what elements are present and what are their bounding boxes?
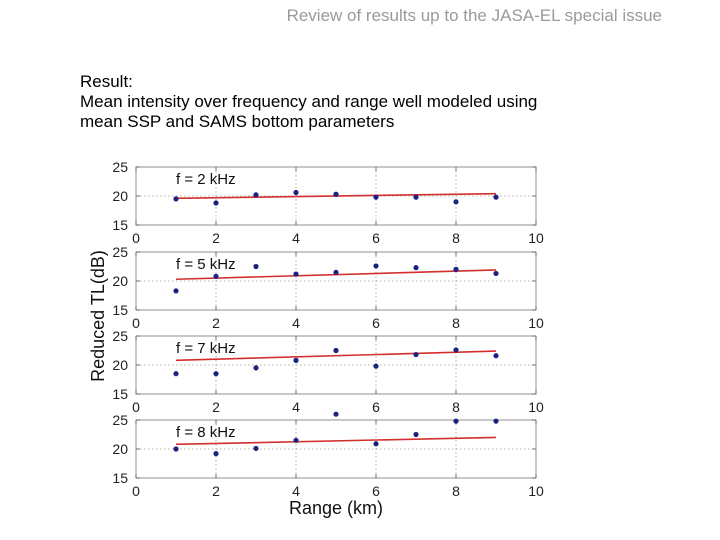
result-line-1: Mean intensity over frequency and range … bbox=[80, 92, 538, 111]
data-point bbox=[493, 194, 499, 200]
x-tick-label: 4 bbox=[292, 230, 300, 246]
x-tick-label: 4 bbox=[292, 399, 300, 415]
data-point bbox=[413, 194, 419, 200]
result-text: Result: Mean intensity over frequency an… bbox=[80, 72, 537, 132]
data-point bbox=[413, 265, 419, 271]
panel-1: 15 20 25 0 2 4 6 8 10 f = 2 kHz bbox=[112, 159, 544, 246]
data-point bbox=[373, 363, 379, 369]
y-axis-label: Reduced TL(dB) bbox=[88, 250, 108, 382]
fit-line bbox=[175, 436, 497, 446]
panel-2: 15 20 25 0 2 4 6 8 10 f = 5 kHz bbox=[112, 244, 544, 331]
x-tick-label: 2 bbox=[212, 315, 220, 331]
x-tick-label: 0 bbox=[132, 399, 140, 415]
x-tick-label: 4 bbox=[292, 483, 300, 499]
x-tick-label: 10 bbox=[528, 315, 544, 331]
data-point bbox=[173, 196, 179, 202]
y-tick-label: 25 bbox=[112, 328, 128, 344]
panel-label: f = 8 kHz bbox=[176, 424, 236, 441]
fit-line bbox=[175, 350, 497, 362]
panel-3: 15 20 25 0 2 4 6 8 10 f = 7 kHz bbox=[112, 328, 544, 415]
x-tick-label: 6 bbox=[372, 315, 380, 331]
data-point bbox=[373, 194, 379, 200]
result-line-2: mean SSP and SAMS bottom parameters bbox=[80, 112, 395, 131]
data-point bbox=[213, 200, 219, 206]
y-tick-label: 20 bbox=[112, 188, 128, 204]
x-tick-label: 2 bbox=[212, 483, 220, 499]
x-tick-label: 6 bbox=[372, 399, 380, 415]
x-tick-label: 10 bbox=[528, 483, 544, 499]
data-point bbox=[213, 451, 219, 457]
y-tick-label: 15 bbox=[112, 470, 128, 486]
data-point bbox=[333, 347, 339, 354]
data-point bbox=[333, 191, 339, 197]
data-point bbox=[253, 365, 259, 371]
x-tick-label: 10 bbox=[528, 399, 544, 415]
data-point bbox=[413, 351, 419, 358]
x-tick-label: 2 bbox=[212, 399, 220, 415]
data-point bbox=[373, 441, 379, 447]
x-tick-label: 2 bbox=[212, 230, 220, 246]
x-tick-label: 0 bbox=[132, 483, 140, 499]
y-tick-label: 25 bbox=[112, 244, 128, 260]
panel-label: f = 5 kHz bbox=[176, 256, 236, 273]
data-point bbox=[453, 266, 459, 272]
panel-4: 15 20 25 0 2 4 6 8 10 f = 8 kHz bbox=[112, 411, 544, 499]
y-tick-label: 15 bbox=[112, 217, 128, 233]
x-tick-label: 8 bbox=[452, 399, 460, 415]
data-point bbox=[333, 411, 339, 417]
data-point bbox=[493, 270, 499, 277]
data-point bbox=[453, 418, 459, 424]
y-tick-label: 20 bbox=[112, 273, 128, 289]
x-axis-label: Range (km) bbox=[289, 498, 383, 518]
y-tick-label: 15 bbox=[112, 302, 128, 318]
y-tick-label: 20 bbox=[112, 357, 128, 373]
data-point bbox=[493, 353, 499, 359]
data-point bbox=[173, 371, 179, 377]
result-heading: Result: bbox=[80, 72, 133, 91]
data-point bbox=[453, 347, 459, 353]
panel-label: f = 7 kHz bbox=[176, 340, 236, 357]
x-tick-label: 6 bbox=[372, 230, 380, 246]
data-point bbox=[293, 189, 299, 196]
x-tick-label: 6 bbox=[372, 483, 380, 499]
data-point bbox=[213, 371, 219, 377]
x-tick-label: 0 bbox=[132, 230, 140, 246]
data-point bbox=[413, 431, 419, 438]
y-tick-label: 15 bbox=[112, 386, 128, 402]
data-point bbox=[253, 445, 259, 452]
panel-label: f = 2 kHz bbox=[176, 171, 236, 188]
slide-header: Review of results up to the JASA-EL spec… bbox=[286, 6, 662, 25]
data-point bbox=[253, 263, 259, 270]
data-point bbox=[253, 192, 259, 198]
x-tick-label: 8 bbox=[452, 230, 460, 246]
data-point bbox=[333, 269, 339, 275]
x-tick-label: 10 bbox=[528, 230, 544, 246]
x-tick-label: 8 bbox=[452, 315, 460, 331]
x-tick-label: 0 bbox=[132, 315, 140, 331]
y-tick-label: 20 bbox=[112, 441, 128, 457]
data-point bbox=[373, 263, 379, 269]
data-point bbox=[293, 357, 299, 363]
data-point bbox=[493, 418, 499, 424]
data-point bbox=[173, 288, 179, 294]
y-tick-label: 25 bbox=[112, 412, 128, 428]
data-point bbox=[213, 273, 219, 279]
y-tick-label: 25 bbox=[112, 159, 128, 175]
data-point bbox=[293, 271, 299, 277]
x-tick-label: 4 bbox=[292, 315, 300, 331]
data-point bbox=[453, 199, 459, 205]
x-tick-label: 8 bbox=[452, 483, 460, 499]
data-point bbox=[173, 446, 179, 452]
data-point bbox=[293, 437, 299, 443]
